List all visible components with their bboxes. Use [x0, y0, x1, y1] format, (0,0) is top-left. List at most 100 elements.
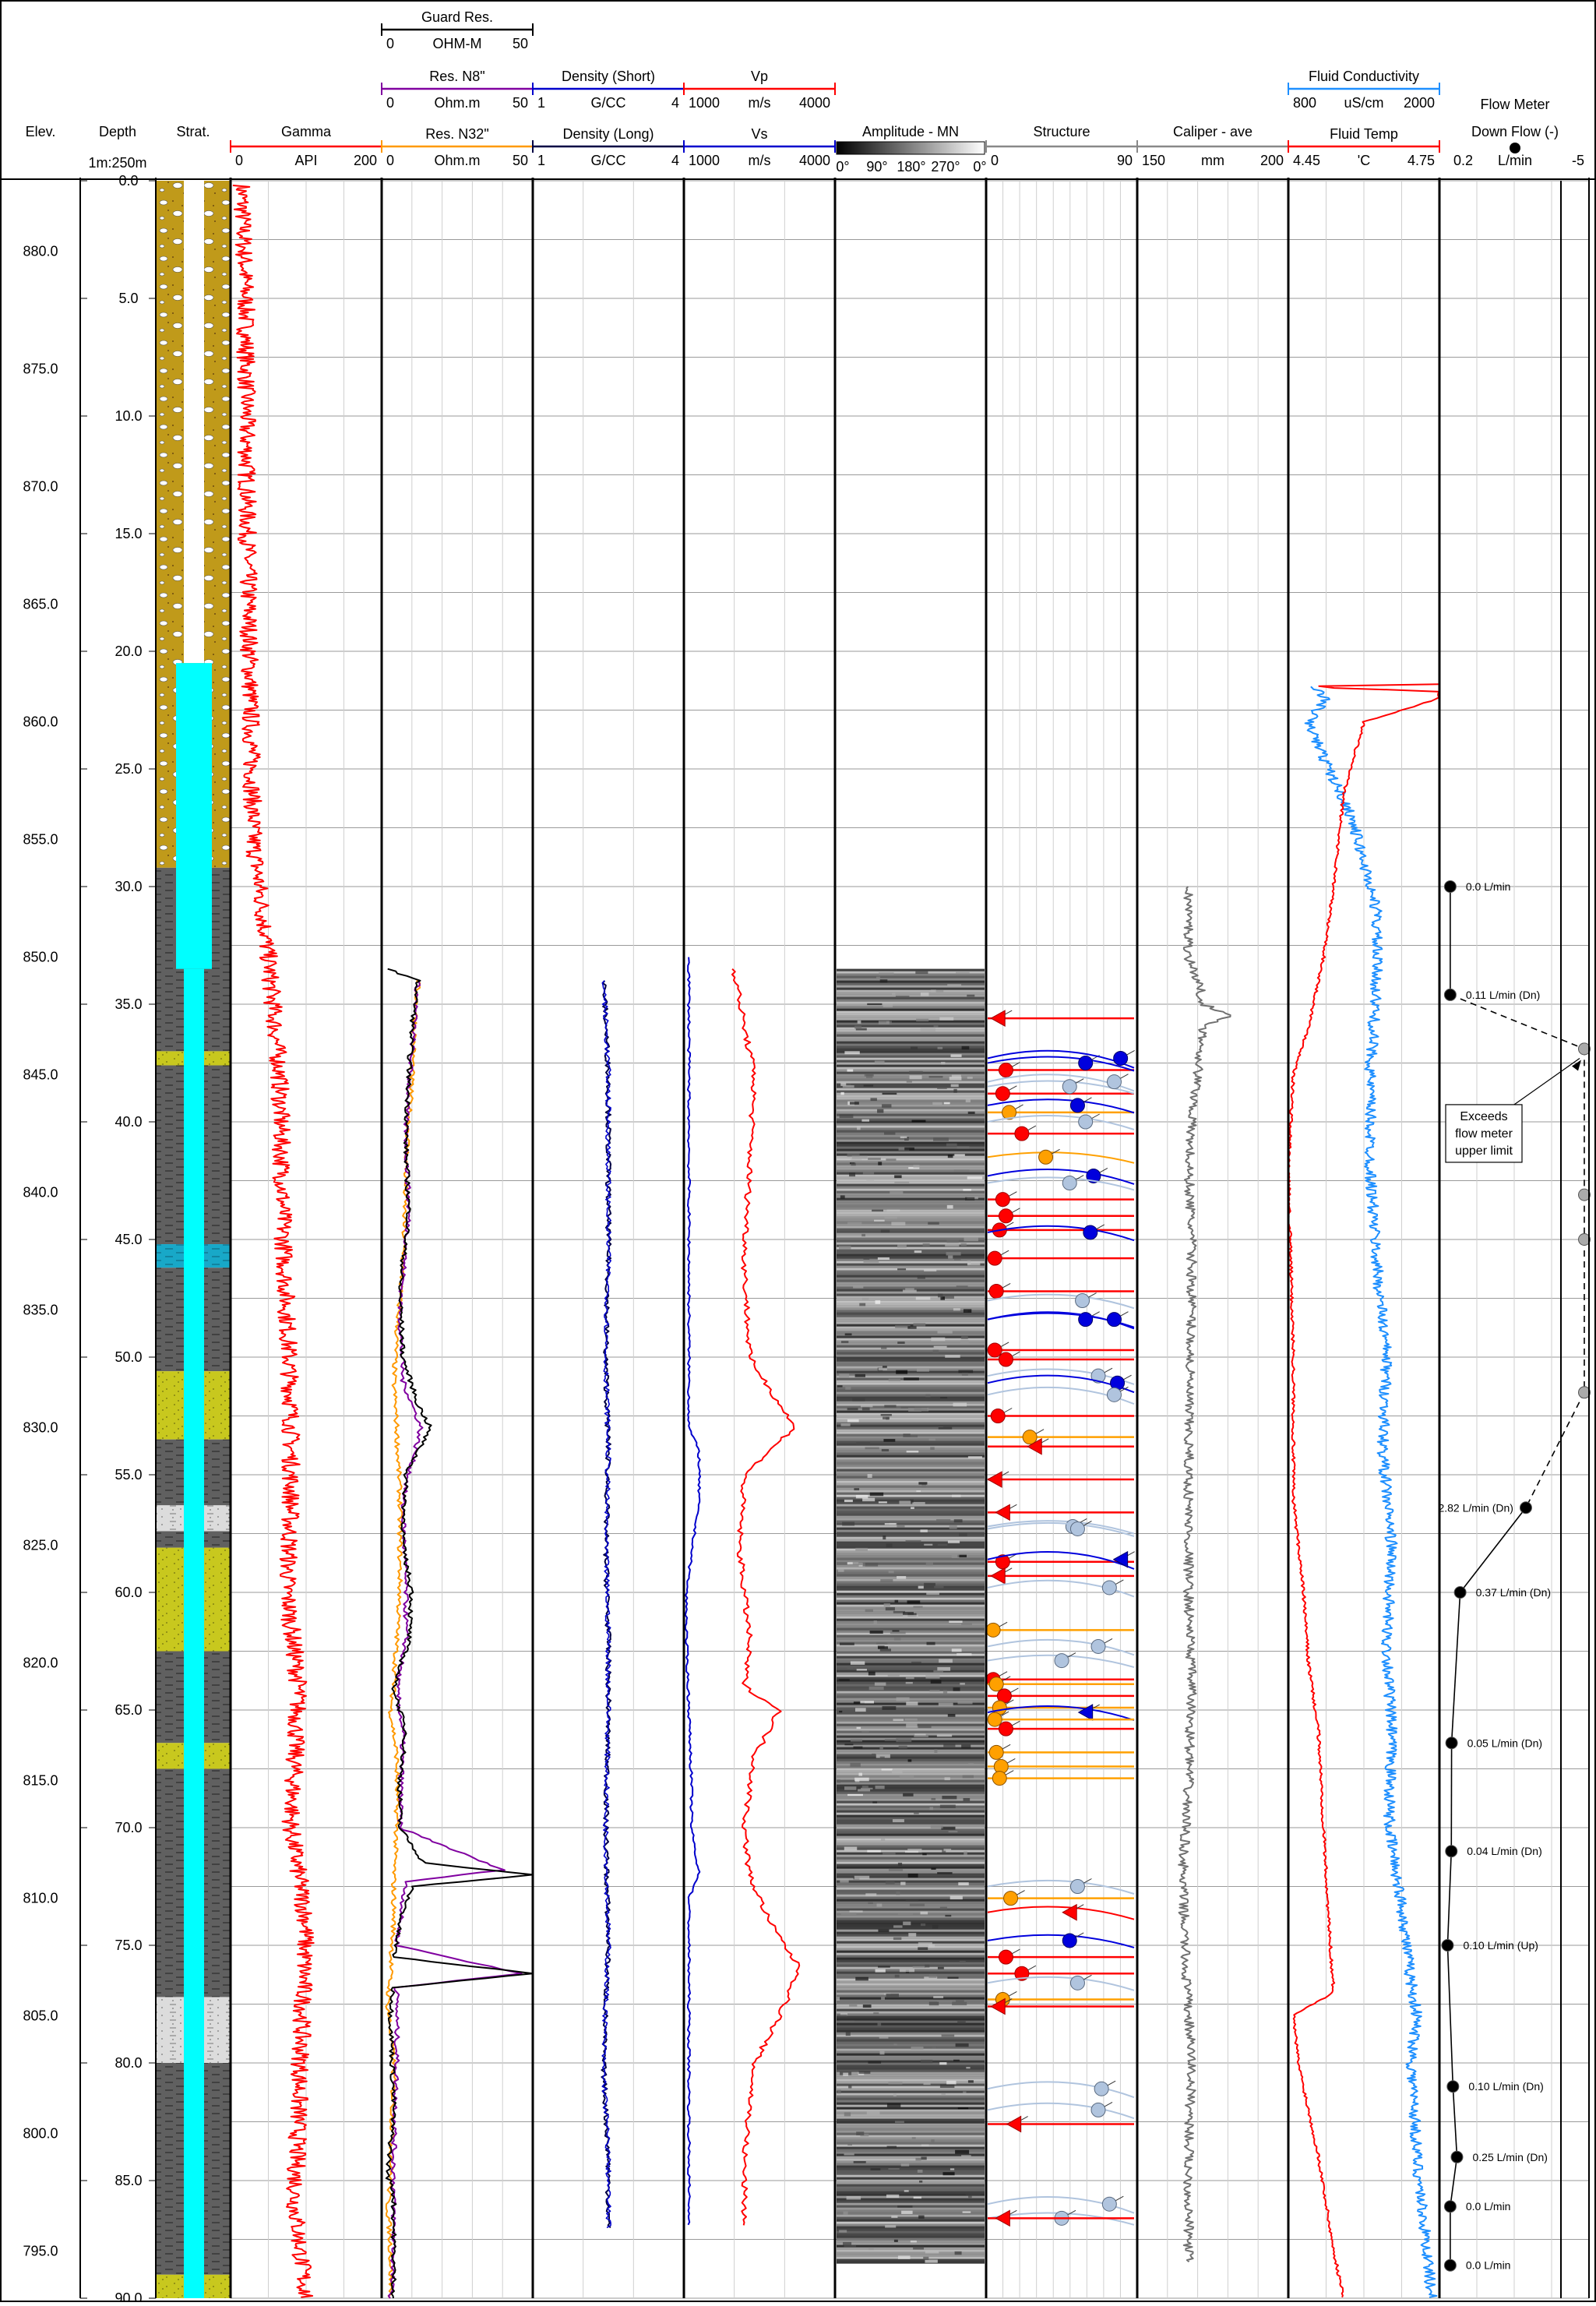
amplitude-speck	[882, 1449, 889, 1451]
amplitude-speck	[904, 2190, 909, 2191]
amplitude-strip	[837, 1331, 985, 1334]
amplitude-strip	[837, 1712, 985, 1715]
amplitude-speck	[874, 1220, 885, 1222]
amplitude-speck	[905, 1851, 918, 1853]
amplitude-speck	[863, 1563, 879, 1567]
amplitude-strip	[837, 995, 985, 997]
amplitude-strip	[837, 1217, 985, 1219]
amplitude-speck	[931, 1798, 935, 1800]
amplitude-speck	[941, 1827, 955, 1830]
amplitude-strip	[837, 1939, 985, 1941]
vp-scale-max: 4000	[799, 95, 830, 111]
amplitude-strip	[837, 1656, 985, 1659]
amplitude-speck	[863, 1257, 869, 1260]
amplitude-speck	[964, 1851, 967, 1854]
amplitude-strip	[837, 2236, 985, 2238]
amplitude-speck	[967, 1262, 980, 1265]
elev-tick-label: 840.0	[23, 1185, 58, 1201]
amplitude-strip	[837, 1986, 985, 1988]
amplitude-speck	[950, 1054, 961, 1057]
amplitude-speck	[850, 1763, 860, 1767]
amplitude-speck	[924, 1269, 936, 1271]
amplitude-strip	[837, 1416, 985, 1418]
amplitude-speck	[935, 990, 943, 992]
structure-marker	[1091, 2103, 1105, 2117]
amplitude-strip	[837, 1123, 985, 1126]
amplitude-strip	[837, 2222, 985, 2224]
amplitude-strip	[837, 974, 985, 976]
amplitude-strip	[837, 1182, 985, 1184]
amplitude-strip	[837, 1226, 985, 1229]
amplitude-speck	[961, 1623, 972, 1625]
amplitude-speck	[878, 1257, 890, 1260]
amplitude-strip	[837, 1479, 985, 1481]
amplitude-speck	[885, 1523, 897, 1525]
annotation-arrow	[1514, 1058, 1580, 1104]
amplitude-strip	[837, 1425, 985, 1427]
amplitude-strip	[837, 1427, 985, 1430]
density-short-scale-title: Density (Short)	[562, 69, 655, 84]
amplitude-speck	[933, 1349, 939, 1353]
amplitude-strip	[837, 1229, 985, 1231]
amplitude-strip	[837, 1261, 985, 1264]
amplitude-strip	[837, 1799, 985, 1801]
amplitude-speck	[840, 1195, 845, 1198]
amplitude-speck	[915, 971, 928, 974]
amplitude-strip	[837, 1967, 985, 1969]
amplitude-speck	[934, 1585, 943, 1588]
amplitude-speck	[898, 2255, 911, 2258]
amplitude-strip	[837, 1867, 985, 1869]
amplitude-speck	[957, 1285, 968, 1287]
amplitude-speck	[964, 1798, 971, 1801]
amplitude-strip	[837, 1906, 985, 1909]
amplitude-strip	[837, 1310, 985, 1313]
flow-scale-min: 0.2	[1453, 153, 1473, 168]
amplitude-speck	[886, 1210, 900, 1212]
amplitude-strip	[837, 1862, 985, 1864]
amplitude-strip	[837, 1320, 985, 1322]
amplitude-strip	[837, 2086, 985, 2089]
amplitude-speck	[918, 2216, 925, 2219]
amplitude-speck	[898, 1863, 902, 1866]
structure-marker	[1102, 1581, 1116, 1595]
amplitude-speck	[921, 2060, 932, 2063]
amplitude-strip	[837, 2140, 985, 2142]
amplitude-strip	[837, 1815, 985, 1818]
amplitude-speck	[909, 1071, 923, 1074]
amplitude-strip	[837, 2019, 985, 2021]
amplitude-strip	[837, 1259, 985, 1261]
structure-marker-triangle	[988, 1472, 1002, 1487]
elev-tick-label: 850.0	[23, 950, 58, 965]
amplitude-strip	[837, 1771, 985, 1773]
amplitude-speck	[882, 1706, 896, 1710]
amplitude-strip	[837, 1857, 985, 1860]
amplitude-speck	[929, 1439, 935, 1441]
amplitude-speck	[943, 1691, 947, 1694]
amplitude-speck	[872, 1801, 877, 1803]
amplitude-strip	[837, 997, 985, 1000]
structure-trace	[988, 1169, 1134, 1184]
amplitude-speck	[844, 2153, 854, 2155]
amplitude-speck	[925, 2251, 939, 2253]
flow-label: 0.0 L/min	[1466, 2200, 1511, 2213]
amplitude-speck	[864, 1084, 873, 1086]
amplitude-strip	[837, 1086, 985, 1088]
amplitude-speck	[843, 2242, 851, 2245]
elev-tick-label: 845.0	[23, 1067, 58, 1083]
amplitude-strip	[837, 1177, 985, 1179]
amplitude-strip	[837, 2175, 985, 2177]
amplitude-strip	[837, 1011, 985, 1014]
amplitude-strip	[837, 1271, 985, 1273]
amplitude-strip	[837, 1100, 985, 1102]
structure-marker	[1079, 1115, 1093, 1129]
amplitude-speck	[906, 1724, 918, 1728]
amplitude-speck	[850, 1102, 859, 1105]
amplitude-strip	[837, 2077, 985, 2079]
structure-marker-triangle	[1007, 2117, 1021, 2132]
amplitude-strip	[837, 1359, 985, 1362]
amplitude-strip	[837, 2217, 985, 2220]
annotation-arrowhead	[1572, 1060, 1581, 1070]
amplitude-speck	[839, 2230, 847, 2232]
amplitude-strip	[837, 1808, 985, 1811]
flow-point	[1444, 989, 1456, 1000]
